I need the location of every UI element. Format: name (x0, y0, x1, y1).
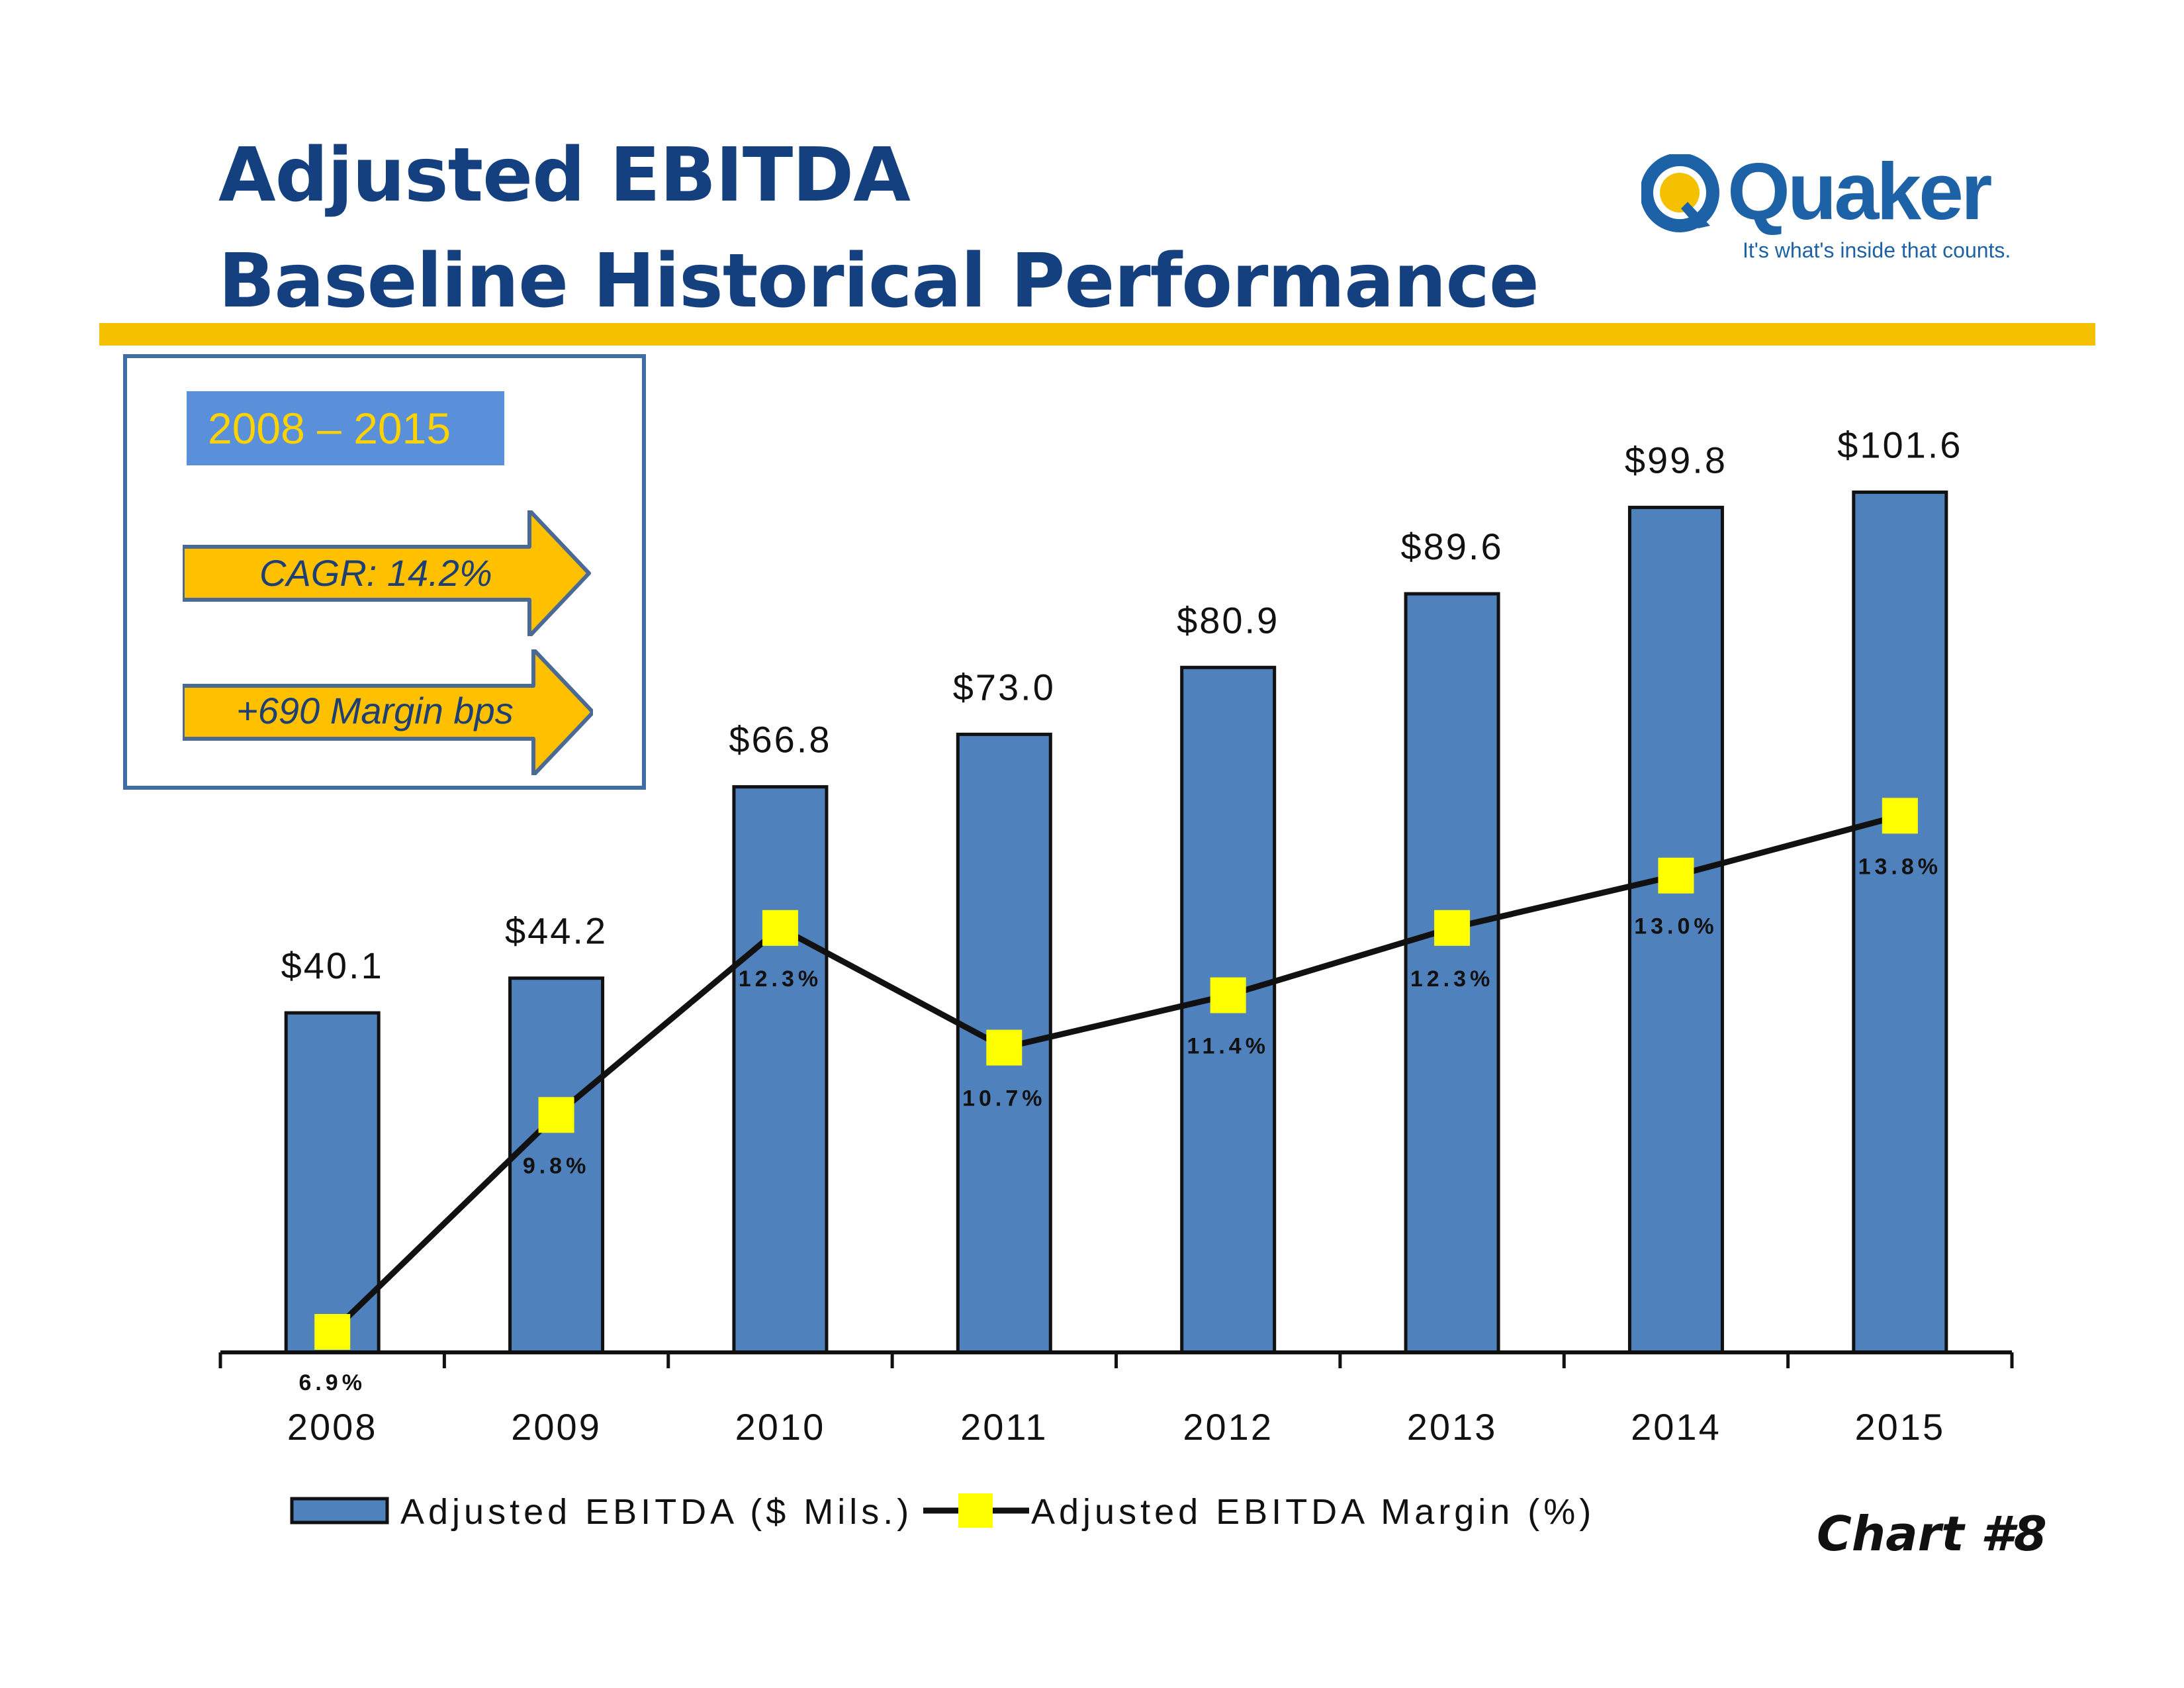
bar-value-label: $89.6 (1400, 526, 1503, 567)
x-tick-label: 2010 (735, 1406, 826, 1448)
bar (284, 1011, 381, 1354)
x-tick-label: 2013 (1407, 1406, 1498, 1448)
cagr-arrow-icon (183, 510, 591, 636)
bar (732, 785, 829, 1354)
logo-wordmark: Quaker (1727, 146, 1992, 236)
margin-point (314, 1314, 351, 1350)
legend-line-marker (958, 1493, 993, 1528)
x-tick-label: 2014 (1631, 1406, 1721, 1448)
bar (1404, 592, 1500, 1354)
bar (1627, 506, 1724, 1354)
bar (1852, 491, 1948, 1354)
chart-number: Chart #8 (1817, 1506, 2047, 1562)
margin-point (762, 910, 798, 946)
x-tick-label: 2015 (1855, 1406, 1946, 1448)
quaker-q-icon (1641, 154, 1719, 232)
bar-value-label: $99.8 (1625, 440, 1727, 481)
bar-value-label: $101.6 (1837, 424, 1962, 466)
legend-bar-swatch (290, 1497, 389, 1524)
bar-value-label: $66.8 (729, 719, 831, 761)
page-title: Adjusted EBITDA (218, 132, 911, 218)
x-tick-label: 2008 (287, 1406, 378, 1448)
margin-value-label: 13.0% (1634, 914, 1717, 939)
legend-line-label: Adjusted EBITDA Margin (%) (1031, 1492, 1595, 1532)
margin-value-label: 12.3% (1410, 966, 1494, 992)
bar-value-label: $40.1 (281, 945, 384, 986)
bar-value-label: $80.9 (1177, 599, 1279, 641)
bar (508, 976, 605, 1354)
margin-point (538, 1097, 574, 1133)
margin-value-label: 6.9% (298, 1370, 366, 1395)
margin-line (330, 812, 1901, 1335)
x-tick-label: 2011 (960, 1406, 1048, 1448)
margin-value-label: 10.7% (962, 1086, 1046, 1111)
summary-box: 2008 – 2015 CAGR: 14.2% +690 Margin bps (123, 354, 646, 790)
period-badge: 2008 – 2015 (187, 391, 504, 465)
company-logo: Quaker It's what's inside that counts. (1641, 146, 2025, 281)
logo-tagline: It's what's inside that counts. (1743, 238, 2011, 262)
margin-label: +690 Margin bps (236, 690, 514, 731)
x-tick-label: 2012 (1183, 1406, 1273, 1448)
x-tick-label: 2009 (511, 1406, 602, 1448)
margin-point (1434, 910, 1471, 946)
bar-value-label: $44.2 (505, 910, 608, 952)
page-subtitle: Baseline Historical Performance (218, 238, 1539, 324)
margin-arrow-icon (183, 649, 593, 775)
margin-value-label: 13.8% (1858, 854, 1942, 879)
margin-value-label: 9.8% (523, 1153, 590, 1178)
margin-point (986, 1029, 1023, 1066)
margin-value-label: 12.3% (739, 966, 822, 992)
cagr-label: CAGR: 14.2% (259, 552, 492, 594)
margin-point (1882, 798, 1918, 834)
margin-point (1658, 857, 1694, 894)
margin-value-label: 11.4% (1187, 1034, 1269, 1059)
bar-value-label: $73.0 (953, 666, 1056, 708)
title-divider (99, 323, 2095, 346)
legend-bar-label: Adjusted EBITDA ($ Mils.) (400, 1492, 913, 1532)
margin-point (1210, 977, 1246, 1013)
